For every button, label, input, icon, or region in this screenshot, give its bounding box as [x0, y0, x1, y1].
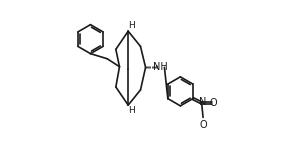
Text: O: O	[199, 120, 207, 130]
Text: H: H	[128, 106, 135, 115]
Text: N: N	[199, 97, 206, 107]
Text: NH: NH	[153, 62, 168, 72]
Text: H: H	[128, 21, 135, 30]
Text: O: O	[210, 98, 217, 108]
